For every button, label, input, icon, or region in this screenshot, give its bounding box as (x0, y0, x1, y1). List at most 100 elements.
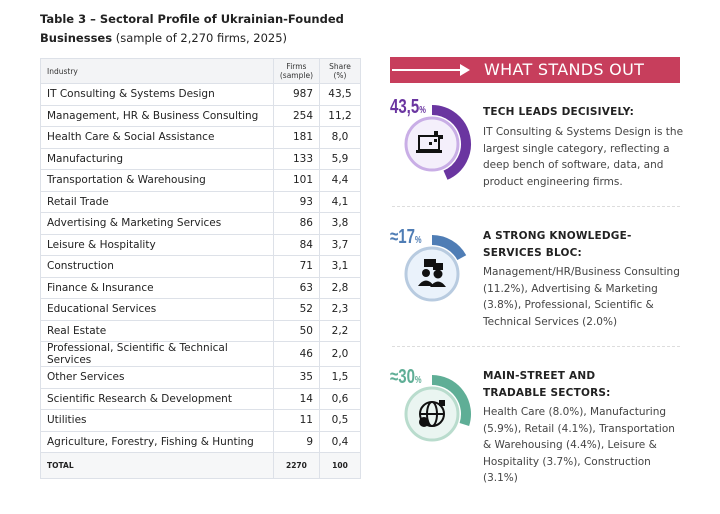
share-gauge (404, 105, 471, 180)
gauge-arc (431, 375, 471, 427)
total-row: TOTAL 2270 100 (40, 452, 361, 479)
share-cell: 5,9 (319, 147, 361, 170)
consulting-people-icon (418, 259, 446, 287)
firms-cell: 86 (272, 212, 321, 235)
divider (392, 346, 680, 347)
share-value: 43,5% (390, 96, 426, 118)
table-row: Other Services 35 1,5 (40, 366, 361, 389)
industry-cell: Advertising & Marketing Services (40, 212, 274, 235)
highlight-heading: TECH LEADS DECISIVELY: (483, 106, 635, 118)
table-row: Educational Services 52 2,3 (40, 298, 361, 321)
table-row: Management, HR & Business Consulting 254 1… (40, 104, 361, 127)
sector-table: Industry Firms (sample) Share (%) IT Con… (40, 58, 361, 479)
banner-title: WHAT STANDS OUT (484, 60, 645, 79)
highlight-text: Health Care (8.0%), Manufacturing (5.9%)… (483, 406, 675, 484)
firms-cell: 9 (272, 430, 321, 453)
total-share: 100 (319, 452, 361, 479)
firms-cell: 93 (272, 190, 321, 213)
share-cell: 0,6 (319, 387, 361, 410)
industry-cell: Construction (40, 255, 274, 278)
firms-cell: 71 (272, 255, 321, 278)
table-row: Finance & Insurance 63 2,8 (40, 276, 361, 299)
firms-cell: 84 (272, 233, 321, 256)
share-value: ≈30% (390, 366, 422, 388)
share-cell: 11,2 (319, 104, 361, 127)
industry-cell: Management, HR & Business Consulting (40, 104, 274, 127)
gauge-arc (431, 235, 467, 261)
share-cell: 4,4 (319, 169, 361, 192)
table-row: Retail Trade 93 4,1 (40, 190, 361, 213)
firms-cell: 63 (272, 276, 321, 299)
total-firms: 2270 (272, 452, 321, 479)
share-cell: 0,5 (319, 409, 361, 432)
header-firms: Firms (sample) (272, 58, 321, 84)
highlight-text: IT Consulting & Systems Design is the la… (483, 126, 684, 188)
firms-cell: 987 (272, 83, 321, 106)
highlight-heading: A STRONG KNOWLEDGE-SERVICES BLOC: (483, 230, 632, 259)
share-cell: 2,2 (319, 319, 361, 342)
table-row: Leisure & Hospitality 84 3,7 (40, 233, 361, 256)
share-cell: 0,4 (319, 430, 361, 453)
header-industry: Industry (40, 58, 274, 84)
firms-cell: 11 (272, 409, 321, 432)
table-row: IT Consulting & Systems Design 987 43,5 (40, 83, 361, 106)
table-title: Table 3 – Sectoral Profile of Ukrainian-… (40, 12, 344, 45)
share-cell: 43,5 (319, 83, 361, 106)
table-row: Health Care & Social Assistance 181 8,0 (40, 126, 361, 149)
firms-cell: 254 (272, 104, 321, 127)
table-row: Scientific Research & Development 14 0,6 (40, 387, 361, 410)
share-cell: 2,0 (319, 341, 361, 367)
share-cell: 2,3 (319, 298, 361, 321)
share-cell: 8,0 (319, 126, 361, 149)
divider (392, 206, 680, 207)
share-gauge (404, 375, 471, 442)
globe-person-icon (419, 400, 445, 427)
firms-cell: 46 (272, 341, 321, 367)
share-cell: 2,8 (319, 276, 361, 299)
industry-cell: Transportation & Warehousing (40, 169, 274, 192)
firms-cell: 133 (272, 147, 321, 170)
share-cell: 1,5 (319, 366, 361, 389)
industry-cell: Real Estate (40, 319, 274, 342)
table-row: Real Estate 50 2,2 (40, 319, 361, 342)
table-row: Agriculture, Forestry, Fishing & Hunting… (40, 430, 361, 453)
table-row: Professional, Scientific & Technical Ser… (40, 341, 361, 367)
share-cell: 4,1 (319, 190, 361, 213)
share-cell: 3,1 (319, 255, 361, 278)
industry-cell: Utilities (40, 409, 274, 432)
share-value: ≈17% (390, 226, 422, 248)
share-gauge (404, 235, 467, 302)
firms-cell: 181 (272, 126, 321, 149)
table-row: Construction 71 3,1 (40, 255, 361, 278)
highlight-heading: MAIN-STREET AND TRADABLE SECTORS: (483, 370, 611, 399)
industry-cell: IT Consulting & Systems Design (40, 83, 274, 106)
share-cell: 3,8 (319, 212, 361, 235)
firms-cell: 52 (272, 298, 321, 321)
table-row: Utilities 11 0,5 (40, 409, 361, 432)
table-row: Advertising & Marketing Services 86 3,8 (40, 212, 361, 235)
industry-cell: Other Services (40, 366, 274, 389)
firms-cell: 101 (272, 169, 321, 192)
highlight-text: Management/HR/Business Consulting (11.2%… (483, 266, 680, 328)
laptop-icon (416, 131, 443, 153)
table-row: Transportation & Warehousing 101 4,4 (40, 169, 361, 192)
firms-cell: 50 (272, 319, 321, 342)
gauge-arc (431, 105, 471, 180)
industry-cell: Leisure & Hospitality (40, 233, 274, 256)
firms-cell: 14 (272, 387, 321, 410)
industry-cell: Agriculture, Forestry, Fishing & Hunting (40, 430, 274, 453)
industry-cell: Retail Trade (40, 190, 274, 213)
share-cell: 3,7 (319, 233, 361, 256)
industry-cell: Professional, Scientific & Technical Ser… (40, 341, 274, 367)
industry-cell: Health Care & Social Assistance (40, 126, 274, 149)
header-share: Share (%) (319, 58, 361, 84)
total-label: TOTAL (40, 452, 274, 479)
industry-cell: Scientific Research & Development (40, 387, 274, 410)
industry-cell: Finance & Insurance (40, 276, 274, 299)
industry-cell: Manufacturing (40, 147, 274, 170)
firms-cell: 35 (272, 366, 321, 389)
what-stands-out-banner: WHAT STANDS OUT (390, 57, 680, 83)
arrow-icon (392, 64, 470, 76)
industry-cell: Educational Services (40, 298, 274, 321)
table-row: Manufacturing 133 5,9 (40, 147, 361, 170)
